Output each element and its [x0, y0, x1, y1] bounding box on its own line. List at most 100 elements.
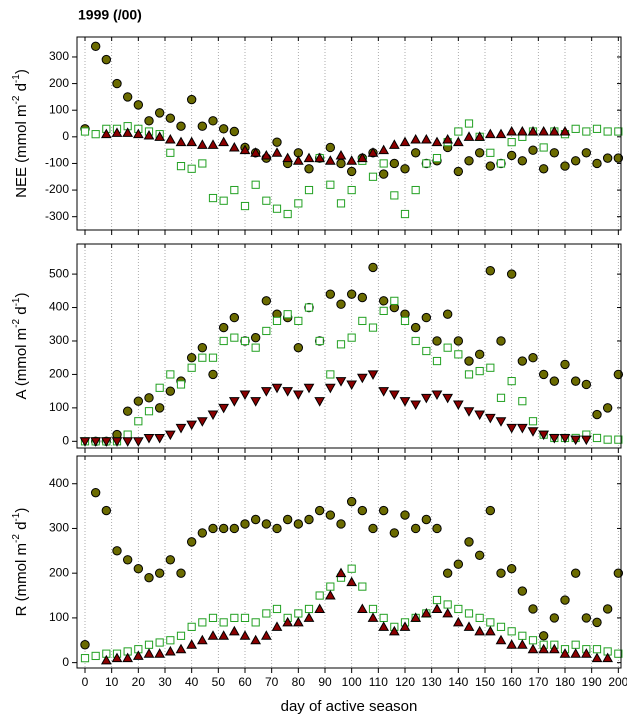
point — [144, 640, 154, 649]
x-tick-label: 10 — [105, 675, 119, 689]
point — [250, 514, 261, 525]
y-tick-label: 0 — [62, 129, 69, 143]
point — [165, 555, 176, 565]
point — [196, 139, 208, 149]
point — [346, 496, 357, 507]
point — [91, 651, 100, 661]
point — [368, 172, 378, 181]
point — [356, 373, 368, 384]
point — [100, 128, 112, 139]
point — [506, 150, 517, 161]
point — [186, 639, 198, 649]
point — [144, 407, 154, 416]
point — [528, 604, 538, 614]
point — [187, 363, 196, 372]
point — [367, 370, 379, 380]
point — [324, 383, 336, 394]
point — [592, 617, 602, 628]
y-axis-title-part: d — [13, 83, 30, 96]
point — [442, 393, 454, 404]
point — [260, 387, 272, 397]
point — [303, 383, 315, 394]
point — [528, 145, 538, 155]
x-tick-label: 90 — [318, 675, 332, 689]
point — [422, 159, 431, 168]
point — [389, 528, 400, 538]
y-axis-title-part: -2 — [11, 534, 22, 543]
point — [496, 568, 506, 578]
x-tick-label: 50 — [212, 675, 226, 689]
point — [442, 568, 453, 578]
point — [442, 133, 454, 144]
point — [260, 630, 272, 640]
point — [271, 621, 283, 631]
point — [549, 376, 560, 386]
y-axis-title: R (mmol m-2 d-1) — [11, 508, 30, 617]
y-tick-label: 400 — [49, 300, 69, 314]
chart-title: 1999 (/00) — [78, 7, 142, 23]
point — [218, 136, 230, 147]
point — [347, 185, 356, 195]
point — [495, 128, 507, 139]
x-tick-label: 40 — [185, 675, 199, 689]
point — [186, 537, 197, 547]
point — [218, 322, 229, 333]
point — [357, 505, 368, 516]
point — [592, 124, 602, 133]
x-tick-label: 190 — [582, 675, 602, 689]
point — [571, 640, 580, 649]
point — [432, 336, 442, 346]
point — [112, 78, 122, 89]
point — [208, 193, 218, 203]
point — [208, 369, 218, 380]
point — [506, 639, 518, 649]
point — [176, 631, 186, 640]
point — [452, 136, 464, 147]
point — [432, 595, 442, 605]
point — [250, 147, 262, 157]
y-axis-title-part: -1 — [11, 297, 22, 306]
point — [176, 121, 186, 131]
point — [400, 316, 410, 326]
point — [154, 568, 165, 578]
point — [144, 393, 154, 403]
point — [506, 564, 517, 574]
point — [486, 618, 495, 627]
point — [304, 303, 314, 312]
point — [132, 650, 144, 660]
point — [155, 638, 164, 647]
point — [143, 648, 155, 658]
point — [538, 643, 550, 654]
point — [421, 312, 432, 323]
point — [602, 652, 614, 663]
point — [602, 403, 613, 413]
point — [346, 289, 357, 299]
point — [293, 342, 304, 353]
point — [251, 343, 260, 352]
point — [592, 409, 602, 420]
point — [548, 433, 560, 444]
point — [282, 514, 293, 525]
point — [122, 127, 134, 137]
point — [272, 316, 282, 326]
point — [603, 127, 612, 136]
point — [208, 523, 218, 534]
point — [453, 559, 464, 569]
point — [198, 353, 207, 362]
point — [570, 376, 581, 386]
point — [581, 613, 592, 623]
point — [144, 116, 154, 126]
point — [474, 148, 485, 158]
point — [80, 640, 90, 650]
y-axis-title-part: ) — [13, 508, 30, 513]
point — [368, 604, 378, 614]
point — [218, 523, 229, 534]
point — [262, 326, 271, 336]
point — [432, 154, 442, 163]
point — [176, 162, 186, 171]
point — [570, 435, 582, 446]
point — [592, 433, 602, 443]
point — [90, 41, 101, 52]
point — [272, 137, 282, 147]
point — [240, 613, 250, 623]
